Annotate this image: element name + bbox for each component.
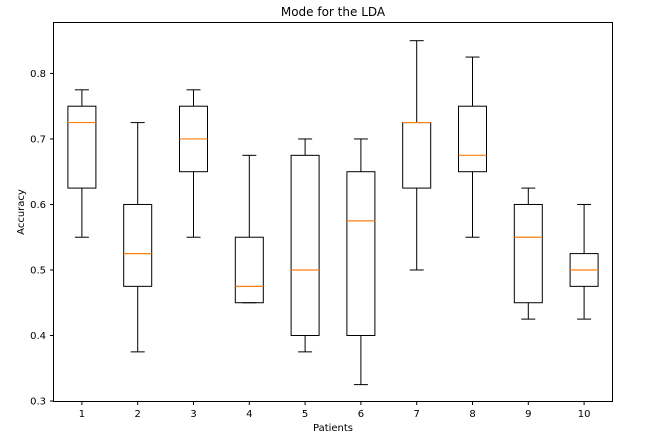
y-tick-label: 0.8 <box>30 69 46 80</box>
y-axis-label: Accuracy <box>16 189 27 235</box>
x-tick-label: 9 <box>525 409 531 420</box>
x-tick-label: 8 <box>469 409 475 420</box>
x-tick-label: 5 <box>302 409 308 420</box>
axes-frame <box>53 22 613 402</box>
x-tick-label: 1 <box>79 409 85 420</box>
x-tick-label: 4 <box>246 409 252 420</box>
x-tick-label: 6 <box>358 409 364 420</box>
box-iqr <box>67 105 97 189</box>
y-tick-label: 0.4 <box>30 331 46 342</box>
x-tick-label: 7 <box>414 409 420 420</box>
box-iqr <box>234 236 264 304</box>
y-tick-label: 0.6 <box>30 200 46 211</box>
box-iqr <box>513 203 543 304</box>
x-tick-label: 2 <box>135 409 141 420</box>
y-tick-label: 0.3 <box>30 397 46 408</box>
box-iqr <box>123 203 153 287</box>
y-tick-label: 0.5 <box>30 265 46 276</box>
box-iqr <box>290 154 320 336</box>
x-axis-label: Patients <box>313 423 353 434</box>
plot-area: 0.3 0.4 0.5 0.6 0.7 0.8 1 2 3 4 5 6 7 8 9 10 <box>30 40 599 420</box>
box-iqr <box>458 105 487 173</box>
x-tick-label: 10 <box>578 409 591 420</box>
y-tick-label: 0.7 <box>30 134 46 145</box>
box-iqr <box>346 171 376 336</box>
x-tick-label: 3 <box>190 409 196 420</box>
chart-title: Mode for the LDA <box>281 5 386 19</box>
